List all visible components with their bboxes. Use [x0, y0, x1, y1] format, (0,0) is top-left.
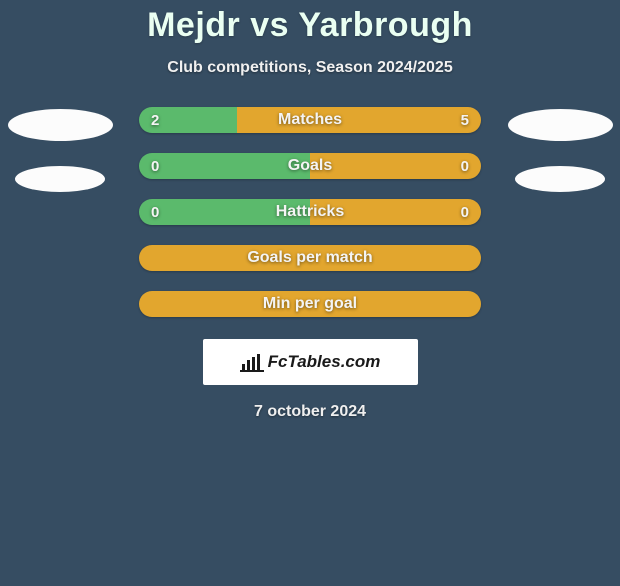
stat-bar: Goals00: [139, 153, 481, 179]
bar-fill-left: [139, 153, 310, 179]
avatar-placeholder: [8, 109, 113, 141]
avatar-placeholder: [15, 166, 105, 192]
bar-fill-right: [310, 153, 481, 179]
subtitle: Club competitions, Season 2024/2025: [0, 59, 620, 77]
stat-bar: Min per goal: [139, 291, 481, 317]
bar-fill-right: [310, 199, 481, 225]
stat-bar: Goals per match: [139, 245, 481, 271]
bar-fill-right: [139, 291, 481, 317]
bar-fill-left: [139, 199, 310, 225]
date-text: 7 october 2024: [0, 403, 620, 421]
stat-bars: Matches25 Goals00 Hattricks00 Goals per mat…: [139, 107, 481, 317]
brand-chart-icon: [240, 352, 264, 372]
avatar-placeholder: [515, 166, 605, 192]
brand-box[interactable]: FcTables.com: [203, 339, 418, 385]
stat-bar: Matches25: [139, 107, 481, 133]
avatar-column-left: [0, 107, 120, 192]
stats-area: Matches25 Goals00 Hattricks00 Goals per mat…: [0, 107, 620, 317]
brand-text: FcTables.com: [268, 352, 381, 372]
bar-fill-right: [139, 245, 481, 271]
bar-fill-right: [237, 107, 481, 133]
page-title: Mejdr vs Yarbrough: [0, 6, 620, 45]
stat-bar: Hattricks00: [139, 199, 481, 225]
avatar-column-right: [500, 107, 620, 192]
bar-fill-left: [139, 107, 237, 133]
avatar-placeholder: [508, 109, 613, 141]
